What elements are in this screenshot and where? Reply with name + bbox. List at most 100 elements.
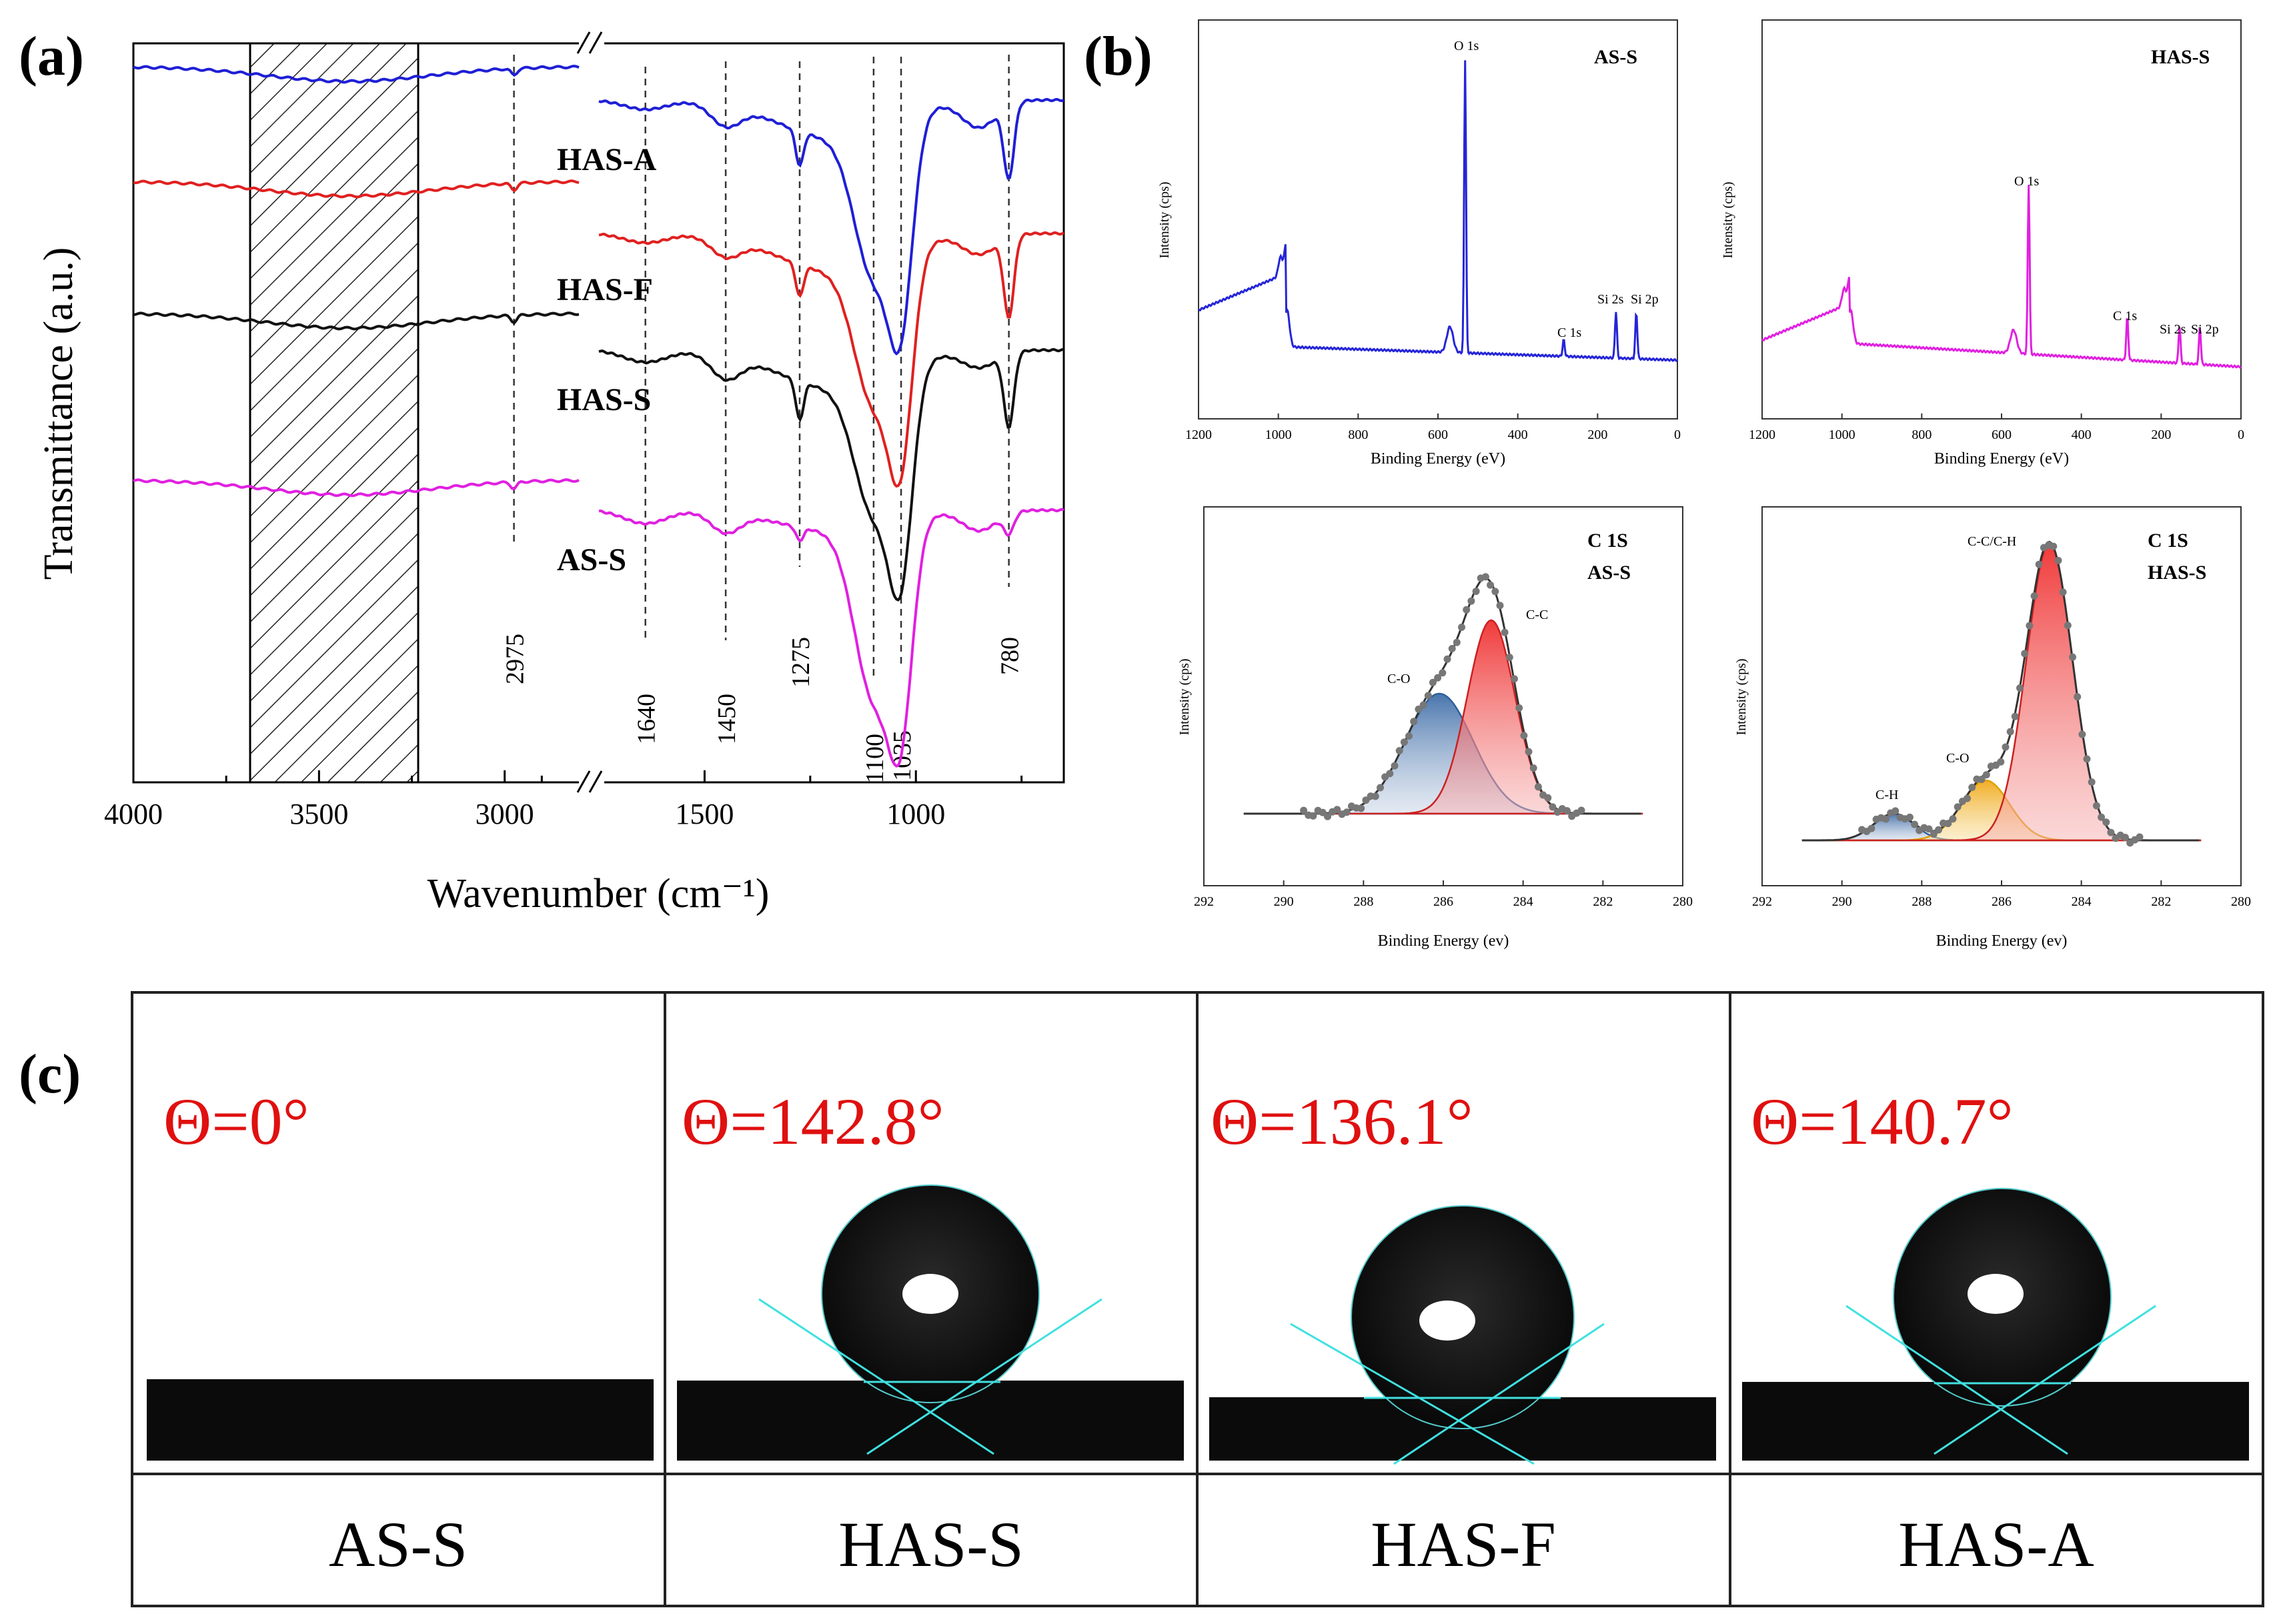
xps-c1s-data-point — [1501, 628, 1509, 636]
xps-c1s-tick-label-288: 288 — [1353, 894, 1373, 909]
xps-c1s-tick-label-292: 292 — [1194, 894, 1214, 909]
xps-c1s-has-s-subtitle: HAS-S — [2148, 562, 2206, 584]
xps-c1s-has-s-title: C 1S — [2148, 530, 2188, 552]
xps-survey-tick-label-600: 600 — [1428, 428, 1448, 442]
ftir-series-has-a-high — [133, 64, 580, 84]
xps-c1s-data-point — [2088, 778, 2096, 786]
ftir-peak-label-780: 780 — [996, 637, 1024, 675]
xps-c1s-has-s-ch-label: C-H — [1875, 788, 1898, 802]
xps-survey-as-s-si2p: Si 2p — [1631, 292, 1659, 307]
xps-c1s-data-point — [1448, 645, 1456, 652]
xps-c1s-as-s-subtitle: AS-S — [1587, 562, 1631, 584]
xps-c1s-tick-label-288: 288 — [1912, 894, 1932, 909]
xps-c1s-data-point — [2083, 755, 2091, 763]
xps-c1s-data-point — [1534, 783, 1542, 791]
ftir-peak-label-1275: 1275 — [787, 637, 815, 688]
xps-c1s-has-s-xlabel: Binding Energy (ev) — [1936, 932, 2068, 950]
xps-c1s-data-point — [1324, 812, 1331, 820]
ftir-series-label-has-f: HAS-F — [557, 272, 653, 307]
xps-c1s-data-point — [1882, 815, 1889, 823]
xps-c1s-data-point — [1496, 602, 1504, 610]
xps-survey-as-s: 1200 1000 800 600 400 200 0 AS-S O 1s C 1s Si … — [1157, 19, 1681, 468]
xps-c1s-data-point — [1429, 678, 1437, 686]
xps-c1s-data-point — [1309, 812, 1317, 820]
xps-c1s-as-s-xlabel: Binding Energy (ev) — [1378, 932, 1509, 950]
xps-survey-as-s-c1s: C 1s — [1557, 325, 1581, 340]
xps-survey-has-s-line — [1761, 185, 2242, 369]
xps-c1s-data-point — [2064, 622, 2072, 630]
xps-c1s-data-point — [2021, 650, 2029, 658]
xps-c1s-has-s-ccch-label: C-C/C-H — [1968, 534, 2016, 549]
xps-c1s-data-point — [1463, 606, 1471, 614]
xps-c1s-data-point — [1525, 748, 1533, 756]
xps-survey-tick-label-1200: 1200 — [1749, 428, 1775, 442]
xps-c1s-as-s-ylabel: Intensity (cps) — [1177, 659, 1192, 736]
xps-c1s-data-point — [1925, 825, 1933, 833]
xps-c1s-tick-label-290: 290 — [1274, 894, 1294, 909]
ftir-series-as-s-low — [598, 508, 1064, 768]
xps-c1s-data-point — [1529, 764, 1537, 772]
ftir-peak-label-1640: 1640 — [633, 694, 661, 744]
xps-survey-tick-label-600: 600 — [1992, 428, 2012, 442]
ftir-series-label-as-s: AS-S — [557, 542, 626, 578]
ftir-break-mark-top-1 — [576, 31, 591, 54]
xps-c1s-data-point — [1458, 624, 1465, 631]
xps-c1s-has-s-ylabel: Intensity (cps) — [1734, 659, 1749, 736]
xps-survey-as-s-o1s: O 1s — [1454, 39, 1479, 53]
xps-c1s-data-point — [1419, 701, 1427, 709]
xps-c1s-data-point — [2092, 802, 2100, 810]
ftir-break-mark-bottom-1 — [576, 770, 591, 793]
xps-c1s-data-point — [1505, 654, 1513, 662]
xps-c1s-data-point — [1487, 581, 1495, 589]
xps-c1s-data-point — [1906, 813, 1914, 821]
xps-survey-has-s-si2s: Si 2s — [2160, 322, 2186, 337]
xps-c1s-data-point — [1964, 794, 1971, 802]
xps-survey-tick-label-400: 400 — [2072, 428, 2092, 442]
xps-c1s-data-point — [1891, 807, 1900, 815]
xps-c1s-data-point — [1520, 732, 1528, 740]
xps-c1s-data-point — [1362, 796, 1370, 804]
xps-c1s-data-point — [1549, 803, 1557, 811]
xps-c1s-data-point — [1472, 588, 1480, 596]
xps-survey-tick-label-0: 0 — [2238, 428, 2244, 442]
xps-c1s-tick-label-290: 290 — [1832, 894, 1852, 909]
xps-c1s-data-point — [1867, 824, 1875, 832]
xps-c1s-data-point — [2074, 693, 2082, 701]
xps-c1s-data-point — [1434, 674, 1442, 682]
xps-c1s-tick-label-282: 282 — [2151, 894, 2171, 909]
xps-c1s-data-point — [1467, 597, 1475, 605]
xps-survey-tick-label-200: 200 — [1587, 428, 1607, 442]
droplet-has-a — [1845, 1188, 2156, 1455]
xps-c1s-data-point — [1481, 573, 1489, 581]
xps-c1s-data-point — [1978, 776, 1986, 784]
xps-c1s-data-point — [1982, 771, 1990, 779]
xps-c1s-data-point — [1395, 747, 1403, 755]
ftir-series-has-f-high — [133, 179, 580, 199]
xps-survey-has-s-frame — [1761, 19, 2242, 420]
ftir-break-mark-bottom-2 — [588, 770, 603, 793]
xps-survey-has-s-o1s: O 1s — [2014, 174, 2039, 189]
xps-c1s-data-point — [1400, 738, 1408, 746]
ftir-y-axis-title: Transmittance (a.u.) — [36, 247, 81, 580]
xps-c1s-tick-label-284: 284 — [1513, 894, 1533, 909]
xps-c1s-data-point — [1424, 692, 1432, 700]
xps-c1s-data-point — [1968, 784, 1976, 792]
xps-survey-tick-label-1000: 1000 — [1265, 428, 1292, 442]
droplet-has-f — [1290, 1205, 1605, 1465]
xps-survey-tick-label-1000: 1000 — [1829, 428, 1855, 442]
ftir-series-has-a-low — [598, 97, 1064, 355]
xps-survey-as-s-title: AS-S — [1594, 46, 1637, 68]
xps-c1s-data-point — [2069, 653, 2076, 661]
xps-c1s-data-point — [2054, 556, 2062, 564]
panel-label-c: (c) — [19, 1043, 81, 1105]
xps-c1s-data-point — [1343, 808, 1351, 816]
sample-label-has-a: HAS-A — [1898, 1509, 2094, 1580]
xps-c1s-data-point — [1443, 655, 1451, 663]
xps-c1s-as-s: 292 290 288 286 284 282 280 C 1S AS-S C-C C-O … — [1177, 506, 1693, 950]
xps-c1s-data-point — [1911, 820, 1919, 828]
xps-c1s-data-point — [1357, 804, 1365, 812]
ftir-x-tick-label-3000: 3000 — [476, 798, 534, 830]
xps-c1s-data-point — [1371, 792, 1379, 800]
ftir-x-tick-label-4000: 4000 — [104, 798, 163, 830]
panel-label-a: (a) — [19, 25, 84, 87]
